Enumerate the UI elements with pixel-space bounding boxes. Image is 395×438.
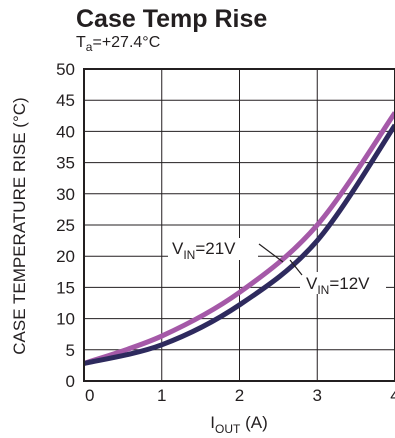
chart-title: Case Temp Rise	[76, 5, 267, 33]
y-tick-labels: 0 5 10 15 20 25 30 35 40 45 50	[56, 60, 75, 391]
y-tick-label: 0	[66, 372, 75, 391]
series-leader-vin-12v	[289, 259, 303, 276]
grid	[83, 68, 395, 382]
chart-subtitle: Ta=+27.4°C	[76, 34, 160, 54]
series-label-bg-vin-21v	[168, 238, 258, 260]
y-axis-label: CASE TEMPERATURE RISE (°C)	[10, 97, 29, 354]
x-tick-label: 1	[157, 386, 166, 405]
series-label-vin-12v: VIN=12V	[306, 274, 370, 297]
series-line-vin-12v	[83, 123, 395, 366]
series-label-vin-21v: VIN=21V	[172, 239, 236, 262]
plot-frame	[83, 68, 395, 382]
y-tick-label: 40	[56, 122, 75, 141]
series-labels: VIN=21V VIN=12V	[168, 238, 386, 297]
x-tick-label: 2	[235, 386, 244, 405]
y-tick-label: 25	[56, 216, 75, 235]
x-axis-label: IOUT (A)	[210, 413, 267, 436]
y-tick-label: 20	[56, 247, 75, 266]
x-tick-label: 4	[390, 386, 395, 405]
series-line-vin-21v	[83, 111, 395, 366]
series-leader-vin-21v	[258, 243, 284, 263]
y-tick-label: 45	[56, 91, 75, 110]
series-label-bg-vin-12v	[300, 272, 386, 294]
y-tick-label: 30	[56, 185, 75, 204]
y-tick-label: 35	[56, 154, 75, 173]
y-tick-label: 15	[56, 278, 75, 297]
x-tick-labels: 0 1 2 3 4	[85, 386, 395, 405]
x-tick-label: 3	[313, 386, 322, 405]
y-tick-label: 10	[56, 310, 75, 329]
y-tick-label: 50	[56, 60, 75, 79]
x-tick-label: 0	[85, 386, 94, 405]
y-tick-label: 5	[66, 341, 75, 360]
